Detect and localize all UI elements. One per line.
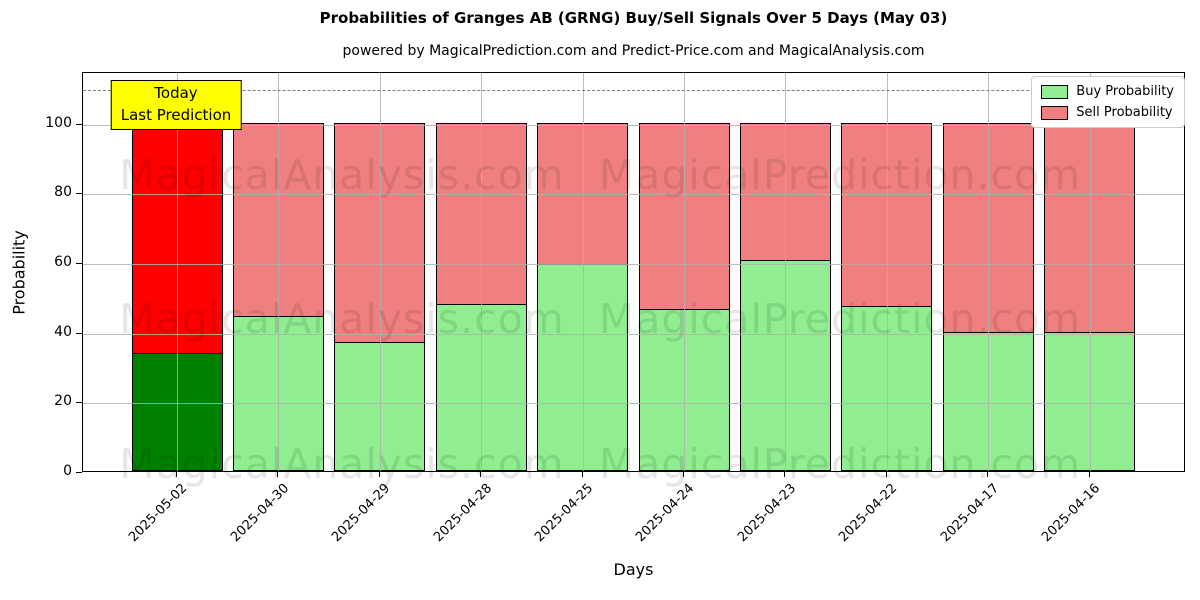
- y-tick-mark: [76, 263, 82, 265]
- x-tick-mark: [683, 472, 684, 477]
- x-tick-mark: [784, 472, 786, 477]
- legend-item-buy: Buy Probability: [1041, 84, 1174, 99]
- y-axis-title: Probability: [9, 230, 29, 315]
- y-tick-mark: [76, 193, 82, 195]
- watermark-magicalprediction: MagicalPrediction.com: [598, 440, 1082, 488]
- x-tick-label: 2025-05-02: [126, 481, 191, 546]
- x-tick-label: 2025-04-28: [430, 481, 495, 546]
- y-tick-mark: [76, 472, 82, 473]
- gridline-horizontal: [83, 264, 1184, 266]
- x-tick-label: 2025-04-25: [532, 481, 597, 546]
- y-tick-label: 20: [54, 393, 72, 410]
- x-tick-mark: [885, 472, 887, 477]
- x-tick-label: 2025-04-23: [734, 481, 800, 546]
- x-tick-label: 2025-04-22: [836, 481, 901, 546]
- x-tick-label: 2025-04-17: [937, 481, 1002, 546]
- legend: Buy Probability Sell Probability: [1031, 76, 1185, 128]
- x-tick-mark: [176, 472, 177, 477]
- y-tick-label: 100: [45, 114, 72, 131]
- y-tick-label: 40: [54, 323, 72, 340]
- buy-swatch-icon: [1041, 84, 1069, 99]
- chart-title: Probabilities of Granges AB (GRNG) Buy/S…: [319, 9, 948, 27]
- gridline-vertical: [988, 73, 990, 471]
- gridline-vertical: [1089, 73, 1091, 471]
- watermark-magicalanalysis: MagicalAnalysis.com: [119, 440, 565, 488]
- x-tick-mark: [1088, 472, 1090, 477]
- gridline-vertical: [278, 73, 280, 471]
- gridline-horizontal: [83, 194, 1184, 196]
- legend-label-buy: Buy Probability: [1076, 84, 1174, 99]
- x-tick-mark: [480, 472, 482, 477]
- legend-item-sell: Sell Probability: [1041, 105, 1174, 120]
- x-tick-mark: [581, 472, 583, 477]
- x-tick-mark: [277, 472, 279, 477]
- gridline-horizontal: [83, 403, 1184, 405]
- gridline-vertical: [481, 73, 483, 471]
- gridline-vertical: [177, 73, 178, 471]
- x-tick-mark: [987, 472, 989, 477]
- x-tick-mark: [378, 472, 380, 477]
- plot-area: [82, 72, 1185, 472]
- today-annotation: Today Last Prediction: [110, 80, 242, 130]
- sell-swatch-icon: [1041, 105, 1069, 120]
- gridline-vertical: [886, 73, 888, 471]
- gridline-vertical: [379, 73, 381, 471]
- gridline-vertical: [785, 73, 787, 471]
- x-tick-label: 2025-04-30: [227, 481, 293, 546]
- chart-subtitle: powered by MagicalPrediction.com and Pre…: [342, 43, 925, 59]
- watermark-magicalanalysis: MagicalAnalysis.com: [119, 151, 565, 199]
- y-tick-label: 80: [54, 184, 72, 201]
- gridline-horizontal: [83, 333, 1184, 335]
- today-annotation-line1: Today: [154, 84, 198, 102]
- watermark-magicalprediction: MagicalPrediction.com: [598, 295, 1082, 343]
- x-tick-label: 2025-04-24: [633, 481, 698, 546]
- y-tick-label: 60: [54, 254, 72, 271]
- y-tick-mark: [76, 402, 82, 404]
- y-tick-label: 0: [63, 463, 72, 479]
- legend-label-sell: Sell Probability: [1076, 105, 1173, 120]
- watermark-magicalprediction: MagicalPrediction.com: [598, 151, 1082, 199]
- dashed-reference-line: [83, 89, 1184, 91]
- x-tick-label: 2025-04-16: [1039, 481, 1104, 546]
- x-axis-title: Days: [613, 560, 654, 579]
- y-tick-mark: [76, 332, 82, 334]
- gridline-vertical: [684, 73, 685, 471]
- today-annotation-line2: Last Prediction: [120, 105, 232, 124]
- x-tick-label: 2025-04-29: [329, 481, 394, 546]
- y-tick-mark: [76, 123, 82, 125]
- watermark-magicalanalysis: MagicalAnalysis.com: [119, 295, 565, 343]
- gridline-horizontal: [83, 124, 1184, 126]
- gridline-vertical: [582, 73, 584, 471]
